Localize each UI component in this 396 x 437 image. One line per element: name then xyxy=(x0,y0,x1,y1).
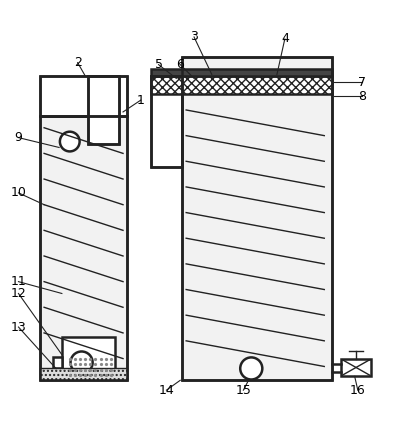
Text: 16: 16 xyxy=(350,384,366,397)
Bar xyxy=(40,76,127,116)
Bar xyxy=(182,57,332,380)
Text: 1: 1 xyxy=(137,94,145,107)
Text: 10: 10 xyxy=(11,186,27,199)
Bar xyxy=(150,69,332,76)
Circle shape xyxy=(240,357,262,379)
Bar xyxy=(53,357,62,368)
Text: 5: 5 xyxy=(154,58,162,71)
Text: 4: 4 xyxy=(281,32,289,45)
Text: 3: 3 xyxy=(190,31,198,43)
Bar xyxy=(62,337,115,378)
Bar xyxy=(88,76,119,143)
Bar xyxy=(150,76,182,167)
Text: 8: 8 xyxy=(358,90,366,103)
Bar xyxy=(40,116,127,380)
Bar xyxy=(40,368,127,380)
Text: 2: 2 xyxy=(74,56,82,69)
Text: 15: 15 xyxy=(236,384,251,397)
Bar xyxy=(88,76,119,143)
Circle shape xyxy=(60,132,80,151)
Bar xyxy=(182,57,332,380)
Bar xyxy=(341,359,371,376)
Text: 6: 6 xyxy=(176,58,184,71)
Text: 11: 11 xyxy=(11,275,26,288)
Bar xyxy=(150,76,182,167)
Bar xyxy=(40,76,127,116)
Bar xyxy=(40,116,127,380)
Text: 9: 9 xyxy=(15,131,23,144)
Text: 13: 13 xyxy=(11,320,26,333)
Text: 14: 14 xyxy=(158,384,174,397)
Text: 7: 7 xyxy=(358,76,366,89)
Circle shape xyxy=(70,351,93,374)
Bar xyxy=(150,76,332,94)
Text: 12: 12 xyxy=(11,287,26,300)
